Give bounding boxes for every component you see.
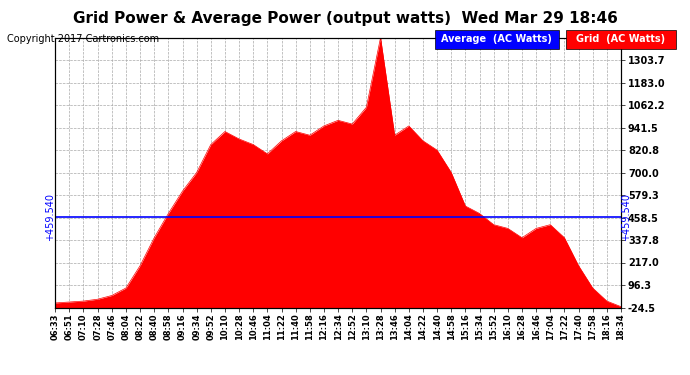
Text: +459.540: +459.540 [45, 193, 55, 241]
Text: Copyright 2017 Cartronics.com: Copyright 2017 Cartronics.com [7, 34, 159, 44]
Text: Grid  (AC Watts): Grid (AC Watts) [576, 34, 666, 44]
Text: Grid Power & Average Power (output watts)  Wed Mar 29 18:46: Grid Power & Average Power (output watts… [72, 11, 618, 26]
Text: Average  (AC Watts): Average (AC Watts) [442, 34, 552, 44]
Text: +459.540: +459.540 [621, 193, 631, 241]
